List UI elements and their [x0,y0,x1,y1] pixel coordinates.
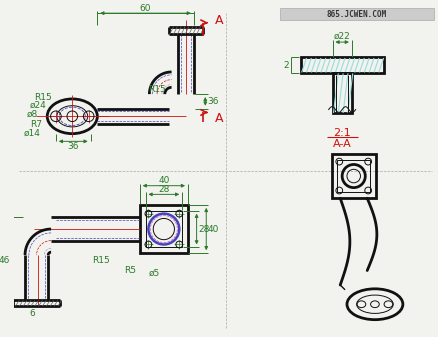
Text: 36: 36 [67,142,79,151]
Bar [301,58,384,73]
Text: ø24: ø24 [29,101,46,110]
Text: ø14: ø14 [23,129,40,138]
Text: ø5: ø5 [148,269,160,278]
Bar [279,8,434,20]
Text: A-A: A-A [333,139,352,149]
Bar [140,205,188,253]
Bar [145,211,182,247]
Text: 2: 2 [283,61,289,70]
Text: 28: 28 [158,185,170,194]
Text: ø8: ø8 [26,110,37,119]
Text: A: A [215,14,223,27]
Text: ø22: ø22 [334,32,350,41]
Text: R15: R15 [92,256,110,265]
Text: 40: 40 [158,176,170,185]
Bar [332,154,376,198]
Bar [337,160,370,192]
Text: 46: 46 [0,256,10,265]
Bar [332,73,352,114]
Text: R15: R15 [35,93,52,101]
Text: 865.JCWEN.COM: 865.JCWEN.COM [327,10,387,19]
Text: 40: 40 [207,224,219,234]
Text: R5: R5 [124,266,136,275]
Text: 2:1: 2:1 [333,128,351,138]
Text: 28: 28 [199,224,210,234]
Text: 6: 6 [29,309,35,318]
Text: A: A [215,112,223,125]
Text: 36: 36 [207,97,219,106]
Text: R15: R15 [148,85,166,94]
Text: 60: 60 [140,4,151,13]
Text: R7: R7 [30,120,42,128]
